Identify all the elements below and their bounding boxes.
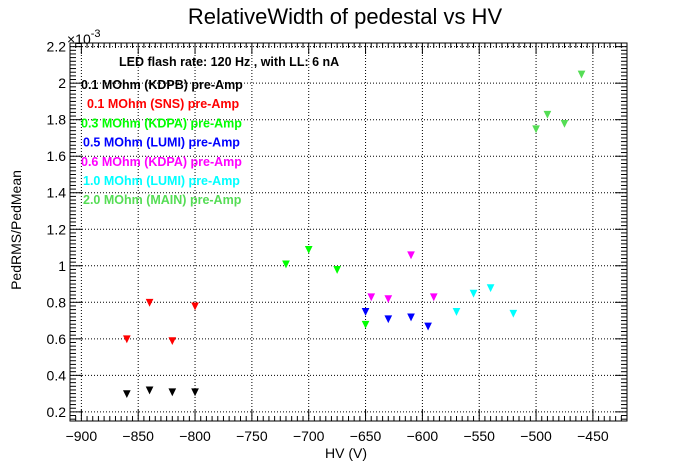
y-tick-label: 1.8 (47, 112, 67, 128)
data-point (407, 313, 415, 322)
x-tick-label: −550 (463, 428, 495, 444)
x-tick-label: −850 (122, 428, 154, 444)
y-tick-label: 2 (58, 75, 66, 91)
legend-entry: 0.5 MOhm (LUMI) pre-Amp (83, 136, 240, 150)
data-point (361, 320, 370, 329)
x-tick-label: −750 (236, 428, 268, 444)
legend: 0.1 MOhm (KDPB) pre-Amp 0.1 MOhm (SNS) pr… (81, 78, 243, 207)
data-point (560, 119, 569, 128)
y-tick-label: 1.2 (47, 221, 67, 237)
data-point (509, 309, 518, 318)
legend-entry: 0.1 MOhm (SNS) pre-Amp (87, 97, 239, 111)
y-multiplier-base: ×10 (67, 31, 91, 47)
data-point (145, 386, 154, 395)
y-axis-label: PedRMS/PedMean (8, 170, 24, 290)
x-tick-label: −650 (350, 428, 382, 444)
y-tick-label: 0.4 (47, 367, 67, 383)
x-tick-label: −800 (179, 428, 211, 444)
legend-entry: 1.0 MOhm (LUMI) pre-Amp (83, 174, 240, 188)
x-tick-label: −500 (520, 428, 552, 444)
data-point (452, 308, 461, 316)
y-tick-label: 0.6 (47, 331, 67, 347)
data-point (122, 390, 131, 399)
data-point (191, 302, 199, 311)
data-point (424, 322, 432, 331)
data-point (384, 315, 393, 324)
data-points (122, 70, 586, 399)
ticks (70, 43, 628, 421)
x-tick-label: −700 (293, 428, 325, 444)
y-tick-label: 1.6 (47, 148, 67, 164)
legend-entry: 0.1 MOhm (KDPB) pre-Amp (81, 78, 243, 92)
data-point (367, 293, 376, 302)
y-tick-label: 1.4 (47, 185, 67, 201)
data-point (304, 245, 313, 254)
data-point (384, 295, 393, 304)
data-point (168, 388, 177, 397)
x-axis-label: HV (V) (325, 445, 367, 461)
data-point (577, 70, 586, 79)
data-point (361, 308, 370, 316)
data-point (145, 298, 154, 307)
data-point (407, 251, 415, 260)
y-tick-label: 1 (58, 258, 66, 274)
y-multiplier-exponent: -3 (91, 28, 101, 40)
y-tick-label: 0.2 (47, 404, 67, 420)
legend-entry: 2.0 MOhm (MAIN) pre-Amp (83, 193, 242, 207)
data-point (469, 289, 478, 298)
y-tick-label: 2.2 (47, 39, 67, 55)
data-point (191, 388, 199, 397)
data-point (429, 293, 438, 302)
x-tick-label: −600 (407, 428, 439, 444)
x-tick-label: −900 (66, 428, 98, 444)
data-point (543, 110, 552, 119)
header-note: LED flash rate: 120 Hz , with LL: 6 nA (119, 55, 339, 69)
data-point (333, 266, 341, 274)
chart-title: RelativeWidth of pedestal vs HV (188, 4, 503, 29)
x-tick-label: −450 (577, 428, 609, 444)
tick-labels: −900 −850 −800 −750 −700 −650 −600 −550 −500 −450… (47, 39, 609, 444)
data-point (486, 284, 495, 293)
y-axis-multiplier: ×10-3 (67, 28, 101, 47)
data-point (122, 335, 131, 344)
legend-entry: 0.3 MOhm (KDPA) pre-Amp (81, 116, 242, 130)
grid (70, 43, 627, 421)
data-point (282, 260, 290, 269)
y-tick-label: 0.8 (47, 294, 67, 310)
data-point (532, 125, 540, 134)
data-point (168, 337, 177, 346)
legend-entry: 0.6 MOhm (KDPA) pre-Amp (81, 155, 242, 169)
